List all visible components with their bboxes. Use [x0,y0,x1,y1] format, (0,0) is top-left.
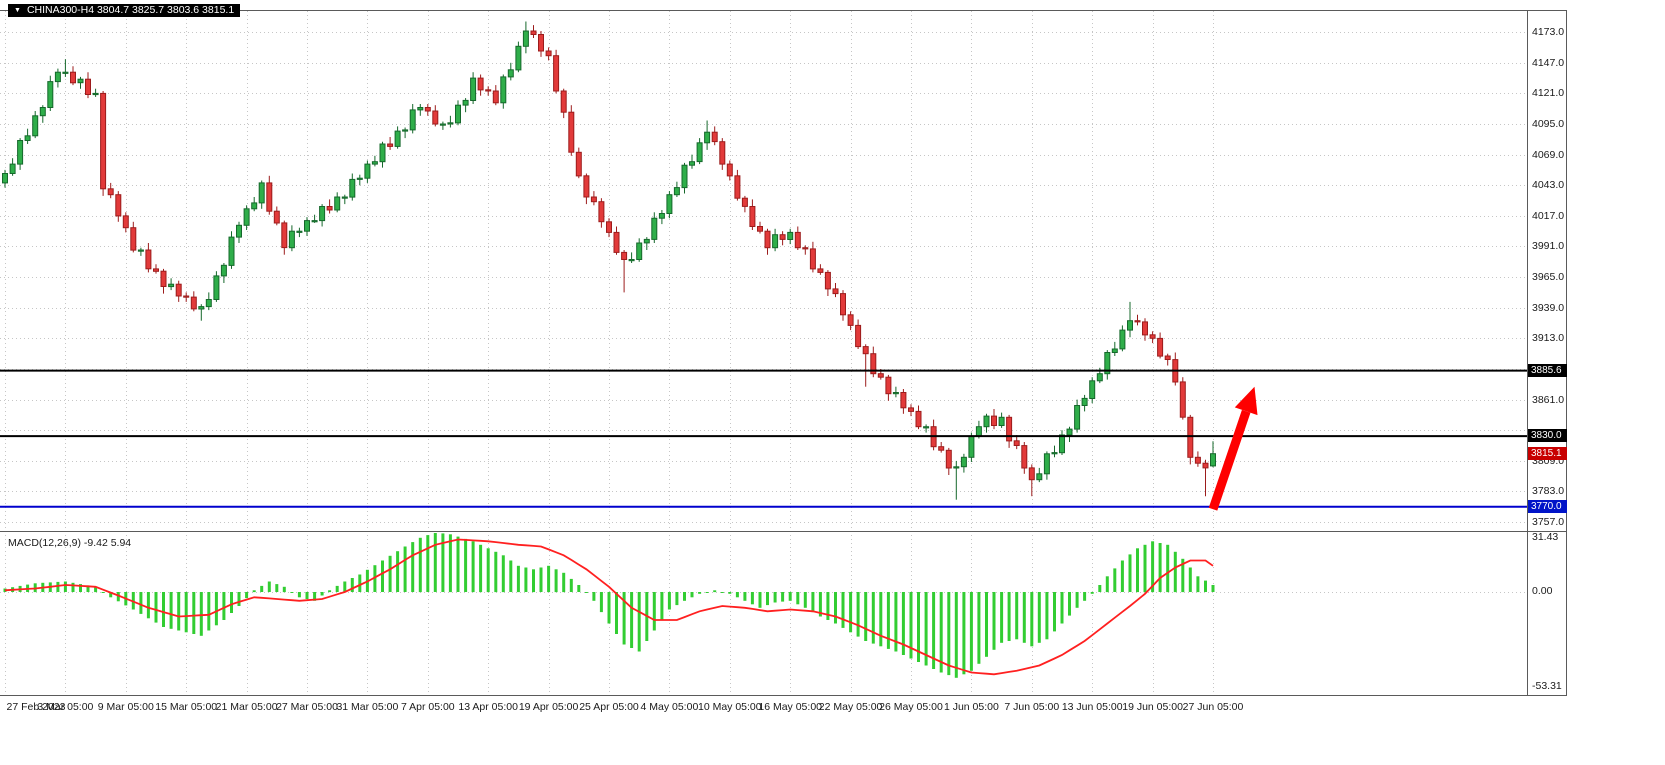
time-axis-label: 19 Jun 05:00 [1122,701,1183,713]
price-tick-label: 3913.0 [1532,332,1565,345]
time-axis-label: 1 Jun 05:00 [943,701,999,713]
time-axis-label: 31 Mar 05:00 [336,701,399,713]
price-tick-label: 3939.0 [1532,301,1565,314]
time-axis-label: 15 Mar 05:00 [155,701,218,713]
macd-pane [3,533,1215,678]
time-axis-label: 22 May 05:00 [818,701,883,713]
price-tick-label: 4173.0 [1532,26,1565,39]
macd-indicator-label: MACD(12,26,9) -9.42 5.94 [8,537,132,549]
price-tick-label: 4095.0 [1532,118,1565,130]
time-axis-label: 21 Mar 05:00 [215,701,278,713]
price-level-badge[interactable]: 3770.0 [1528,499,1567,513]
price-tick-label: 3861.0 [1532,393,1565,406]
price-tick-label: 4043.0 [1532,179,1565,192]
time-axis-label: 27 Mar 05:00 [276,701,338,713]
time-axis-label: 26 May 05:00 [879,701,943,713]
time-axis-label: 13 Jun 05:00 [1061,701,1123,713]
price-tick-label: 4121.0 [1532,87,1565,100]
chevron-down-icon[interactable]: ▼ [14,7,21,14]
price-tick-label: 3757.0 [1532,516,1565,529]
price-tick-label: 4017.0 [1532,209,1565,222]
macd-axis-min: -53.31 [1532,680,1562,692]
time-axis-label: 7 Jun 05:00 [1004,701,1060,713]
price-level-badge[interactable]: 3830.0 [1528,429,1567,443]
time-axis-label: 9 Mar 05:00 [97,701,154,713]
time-axis-label: 27 Feb 2023 [6,701,66,713]
time-axis-label: 13 Apr 05:00 [458,701,518,713]
time-axis-label: 10 May 05:00 [697,701,762,713]
macd-axis-max: 31.43 [1532,531,1559,543]
time-axis-label: 27 Jun 05:00 [1182,701,1244,713]
macd-axis-zero: 0.00 [1532,585,1553,597]
level-lines[interactable] [0,369,1527,508]
time-axis-label: 7 Apr 05:00 [400,701,455,713]
trend-arrow[interactable] [1208,386,1258,511]
time-axis-label: 25 Apr 05:00 [579,701,639,713]
time-axis-label: 3 Mar 05:00 [37,701,94,713]
price-tick-label: 3783.0 [1532,485,1565,498]
time-axis-label: 16 May 05:00 [758,701,823,713]
price-tick-label: 3991.0 [1532,240,1565,253]
grid [0,11,1527,694]
price-tick-label: 4069.0 [1532,148,1565,161]
time-axis-label: 19 Apr 05:00 [518,701,579,713]
symbol-title[interactable]: ▼ CHINA300-H4 3804.7 3825.7 3803.6 3815.… [8,4,241,17]
time-axis-label: 4 May 05:00 [640,701,699,713]
symbol-ohlc-text: CHINA300-H4 3804.7 3825.7 3803.6 3815.1 [26,4,235,16]
price-tick-label: 4147.0 [1532,56,1565,69]
price-tick-label: 3965.0 [1532,271,1565,284]
candles [2,21,1216,500]
current-price-badge: 3815.1 [1528,446,1567,460]
price-level-badge[interactable]: 3885.6 [1528,363,1567,377]
